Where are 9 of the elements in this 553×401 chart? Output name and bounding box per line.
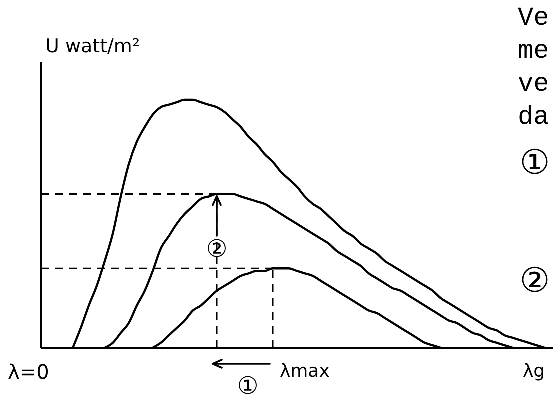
annotation: ① <box>520 143 550 183</box>
text: λmax <box>280 361 330 382</box>
text: ① <box>237 372 259 400</box>
text: λ=0 <box>8 360 50 384</box>
annotation: ② <box>206 235 228 264</box>
annotation: Ve me ve da <box>518 3 550 132</box>
y-axis-title: U watt/m² <box>46 36 140 58</box>
annotation: ② <box>520 261 550 301</box>
text: λg <box>523 361 546 382</box>
